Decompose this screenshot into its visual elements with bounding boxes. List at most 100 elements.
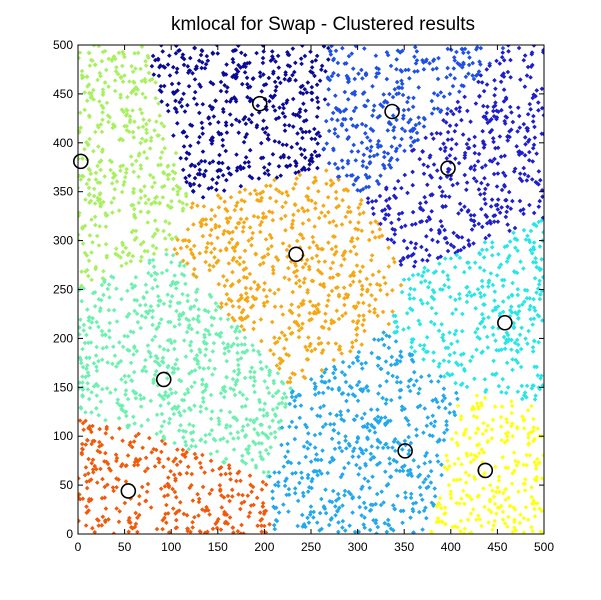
data-point: [515, 286, 521, 292]
data-point: [180, 238, 186, 243]
data-point: [486, 520, 491, 525]
data-point: [258, 140, 264, 146]
data-point: [521, 165, 527, 171]
data-point: [297, 172, 303, 178]
data-point: [353, 158, 359, 163]
data-point: [318, 340, 324, 346]
data-point: [256, 110, 262, 115]
data-point: [111, 307, 117, 313]
data-point: [200, 131, 206, 136]
data-point: [536, 169, 542, 174]
data-point: [467, 494, 472, 499]
data-point: [292, 398, 297, 403]
data-point: [440, 287, 445, 292]
data-point: [521, 57, 527, 63]
data-point: [357, 465, 363, 471]
data-point: [119, 107, 125, 112]
data-point: [150, 337, 155, 343]
data-point: [422, 194, 427, 200]
data-point: [150, 314, 155, 320]
data-point: [523, 237, 529, 242]
data-point: [401, 113, 406, 119]
data-point: [267, 372, 272, 378]
data-point: [305, 489, 311, 494]
data-point: [191, 272, 196, 277]
data-point: [262, 432, 268, 437]
data-point: [413, 61, 419, 66]
data-point: [361, 210, 366, 215]
data-point: [402, 438, 408, 444]
data-point: [362, 424, 368, 429]
data-point: [323, 367, 329, 372]
data-point: [505, 222, 510, 227]
data-point: [475, 404, 481, 409]
data-point: [287, 64, 293, 69]
data-point: [118, 168, 123, 174]
data-point: [158, 403, 163, 408]
data-point: [97, 426, 102, 432]
data-point: [196, 319, 202, 324]
data-point: [133, 275, 139, 280]
data-point: [472, 376, 477, 382]
data-point: [225, 342, 231, 347]
data-point: [460, 311, 465, 317]
data-point: [139, 313, 145, 319]
data-point: [527, 149, 532, 155]
data-point: [176, 81, 182, 86]
data-point: [131, 87, 137, 92]
data-point: [128, 525, 134, 530]
data-point: [367, 428, 372, 433]
data-point: [127, 114, 133, 119]
data-point: [383, 359, 389, 364]
data-point: [261, 215, 267, 220]
data-point: [506, 337, 512, 342]
data-point: [265, 168, 271, 173]
data-point: [399, 78, 404, 84]
data-point: [244, 216, 250, 222]
data-point: [173, 390, 179, 395]
data-point: [203, 217, 209, 222]
data-point: [279, 442, 284, 448]
x-tick-label: 500: [534, 540, 554, 554]
data-point: [328, 266, 334, 271]
data-point: [418, 297, 424, 303]
data-point: [78, 495, 81, 501]
data-point: [307, 442, 313, 447]
data-point: [208, 458, 214, 464]
data-point: [429, 294, 435, 300]
data-point: [147, 146, 153, 151]
data-point: [278, 304, 284, 309]
data-point: [180, 447, 186, 453]
data-point: [165, 203, 171, 208]
data-point: [303, 524, 308, 530]
data-point: [355, 358, 361, 364]
data-point: [255, 103, 261, 109]
data-point: [535, 456, 540, 462]
data-point: [176, 508, 182, 513]
data-point: [468, 164, 474, 170]
data-point: [475, 286, 481, 292]
data-point: [375, 524, 381, 530]
data-point: [118, 92, 123, 98]
data-point: [139, 484, 145, 490]
data-point: [243, 291, 249, 296]
data-point: [408, 117, 413, 122]
data-point: [326, 87, 331, 92]
data-point: [488, 271, 494, 276]
data-point: [443, 203, 448, 209]
data-point: [492, 501, 498, 507]
data-point: [143, 79, 148, 85]
data-point: [481, 255, 487, 260]
data-point: [96, 523, 101, 528]
data-point: [191, 423, 196, 429]
data-point: [146, 209, 151, 215]
data-point: [346, 79, 351, 85]
data-point: [272, 340, 278, 346]
data-point: [238, 216, 244, 222]
data-point: [190, 188, 196, 194]
data-point: [397, 359, 403, 364]
data-point: [200, 125, 205, 131]
data-point: [504, 420, 510, 425]
data-point: [93, 222, 98, 228]
data-point: [247, 60, 252, 66]
